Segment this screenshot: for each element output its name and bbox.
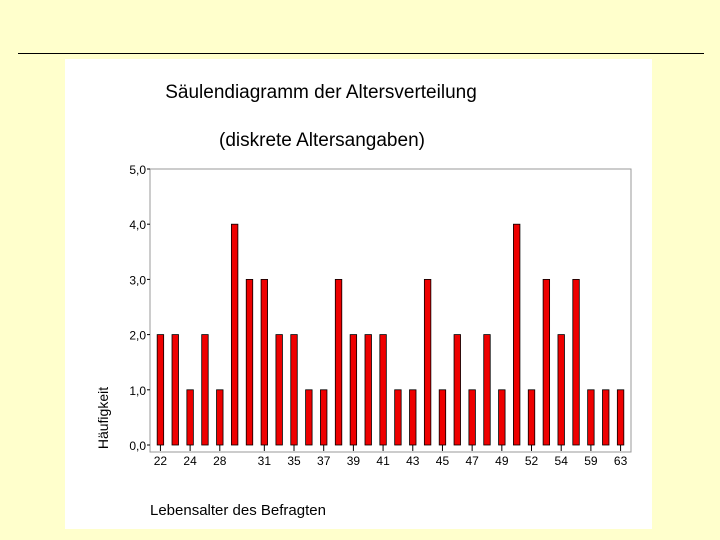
bar-age-55 [572, 278, 580, 446]
bar-age-47 [468, 389, 476, 446]
y-tick-label: 4,0 [129, 218, 146, 232]
x-tick-label: 37 [317, 454, 331, 468]
bar-age-50 [513, 223, 521, 446]
x-tick-label: 43 [406, 454, 420, 468]
x-tick-label: 28 [213, 454, 227, 468]
bar-chart: Säulendiagramm der Altersverteilung (dis… [95, 82, 632, 519]
bar-age-46 [453, 334, 461, 446]
chart-subtitle: (diskrete Altersangaben) [219, 130, 425, 151]
x-tick-label: 63 [614, 454, 628, 468]
bar-age-44 [423, 278, 432, 446]
x-axis-label: Lebensalter des Befragten [150, 502, 326, 519]
x-tick-label: 22 [154, 454, 168, 468]
x-tick-label: 54 [555, 454, 569, 468]
bar-age-59 [587, 389, 595, 446]
bar-age-29 [230, 223, 239, 446]
bar-age-63 [616, 389, 625, 446]
x-tick-label: 39 [347, 454, 361, 468]
x-tick-label: 31 [258, 454, 272, 468]
bar-age-43 [409, 389, 417, 446]
bar-age-52 [527, 389, 536, 446]
bar-age-41 [379, 334, 387, 446]
plot-frame [149, 168, 632, 453]
bar-age-39 [349, 334, 358, 446]
bar-age-42 [394, 389, 402, 446]
bar-age-49 [498, 389, 506, 446]
bar-age-31 [260, 278, 268, 446]
y-tick-label: 3,0 [129, 273, 146, 287]
bar-age-53 [542, 278, 551, 446]
x-tick-label: 47 [465, 454, 479, 468]
bar-age-40 [364, 334, 372, 446]
bar-age-25 [201, 334, 209, 446]
x-tick-label: 45 [436, 454, 450, 468]
y-tick-label: 1,0 [129, 384, 146, 398]
bar-age-38 [334, 278, 343, 446]
chart-panel: Säulendiagramm der Altersverteilung (dis… [65, 59, 652, 529]
bar-age-45 [438, 389, 447, 446]
bar-age-32 [275, 334, 283, 446]
bar-age-36 [305, 389, 313, 446]
chart-title: Säulendiagramm der Altersverteilung [165, 82, 477, 103]
x-tick-label: 59 [584, 454, 598, 468]
bar-age-35 [290, 334, 298, 446]
x-tick-label: 52 [525, 454, 539, 468]
y-axis-label: Häufigkeit [95, 387, 111, 449]
bar-age-23 [171, 334, 179, 446]
bar-age-62 [602, 389, 610, 446]
bar-age-24 [186, 389, 194, 446]
bar-age-30 [245, 278, 254, 446]
x-tick-label: 49 [495, 454, 509, 468]
bar-age-28 [216, 389, 224, 446]
bar-age-54 [557, 334, 565, 446]
x-tick-label: 24 [183, 454, 197, 468]
y-tick-label: 0,0 [129, 439, 146, 453]
y-tick-label: 2,0 [129, 329, 146, 343]
header-rule [18, 53, 704, 54]
bar-age-22 [156, 334, 165, 446]
bar-age-48 [483, 334, 491, 446]
bar-age-37 [320, 389, 328, 446]
x-tick-label: 35 [287, 454, 301, 468]
y-tick-label: 5,0 [129, 163, 146, 177]
x-tick-label: 41 [376, 454, 390, 468]
